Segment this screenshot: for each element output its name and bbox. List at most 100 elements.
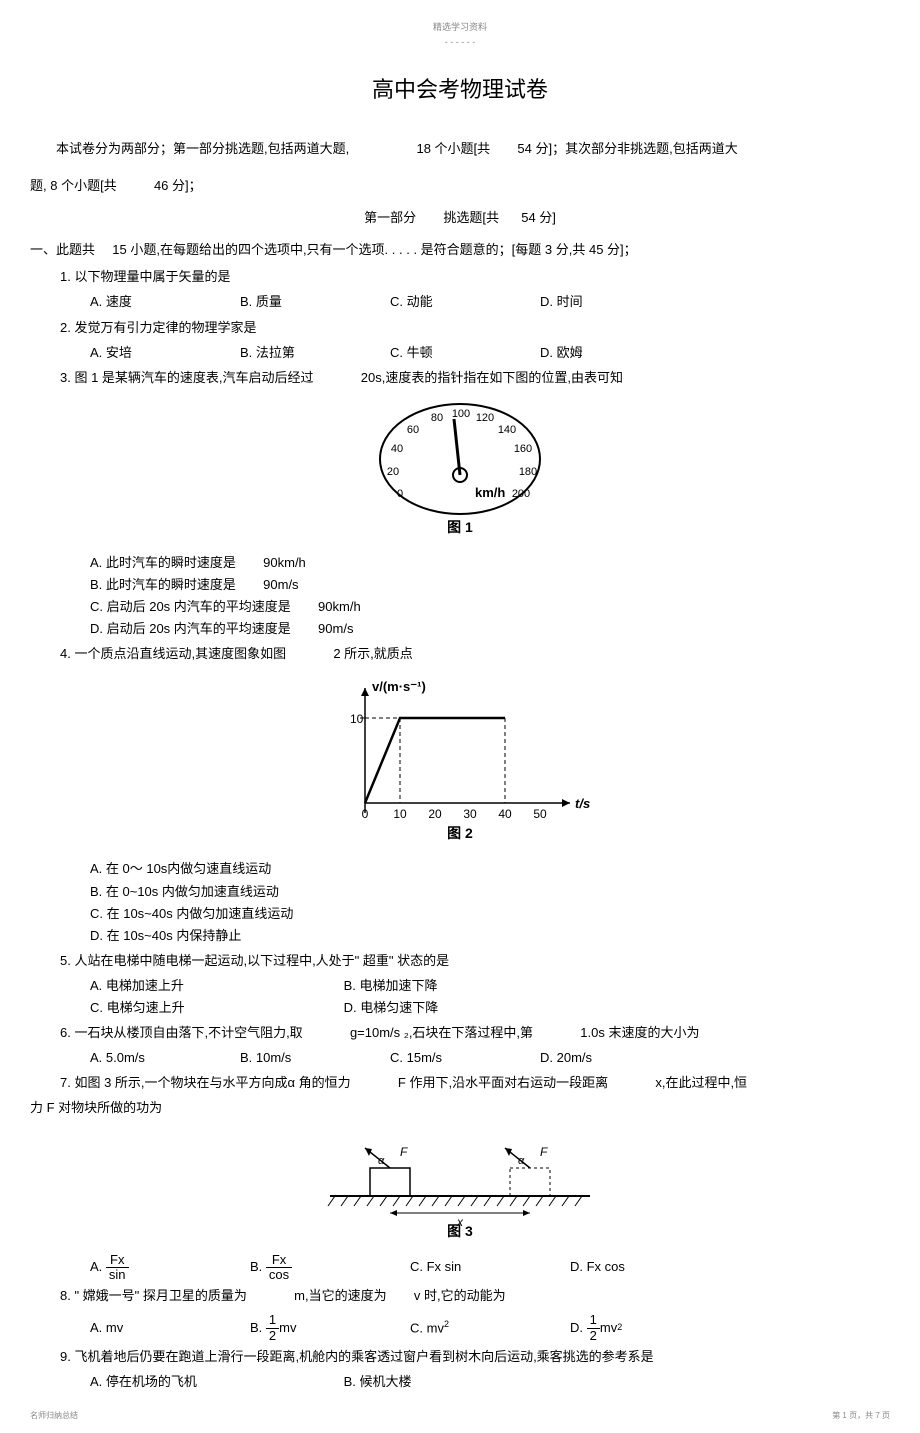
- page-header-small: 精选学习资料 - - - - - -: [30, 20, 890, 51]
- q1-a: A. 速度: [90, 291, 240, 313]
- intro-seg1: 本试卷分为两部分；第一部分挑选题,包括两道大题,: [56, 141, 349, 156]
- q4-a: A. 在 0～ 10s内做匀速直线运动: [90, 858, 890, 880]
- q1-options: A. 速度 B. 质量 C. 动能 D. 时间: [90, 291, 890, 313]
- svg-text:100: 100: [452, 408, 470, 420]
- intro-seg3: 54 分]；其次部分非挑选题,包括两道大: [517, 141, 737, 156]
- q3-a1: A. 此时汽车的瞬时速度是: [90, 555, 236, 570]
- q6-seg1: 6. 一石块从楼顶自由落下,不计空气阻力,取: [60, 1025, 303, 1040]
- fig3-label: 图 3: [447, 1223, 473, 1238]
- q3-d2: 90m/s: [318, 621, 353, 636]
- q1-c: C. 动能: [390, 291, 540, 313]
- intro-seg5: 46 分]；: [154, 178, 202, 193]
- svg-text:120: 120: [476, 412, 494, 424]
- q9-a: A. 停在机场的飞机: [90, 1371, 340, 1393]
- q6-a: A. 5.0m/s: [90, 1047, 240, 1069]
- q8-b-post: mv: [279, 1317, 296, 1339]
- q5-a: A. 电梯加速上升: [90, 975, 340, 997]
- svg-text:10: 10: [350, 712, 364, 726]
- header-text: 精选学习资料: [433, 22, 487, 32]
- q7-b-num: Fx: [266, 1253, 292, 1268]
- q8-d-sup: 2: [617, 1320, 622, 1335]
- q3-c2: 90km/h: [318, 599, 361, 614]
- section1-heading: 一、此题共 15 小题,在每题给出的四个选项中,只有一个选项. . . . . …: [30, 239, 890, 261]
- q3-a2: 90km/h: [263, 555, 306, 570]
- svg-text:0: 0: [362, 807, 369, 821]
- q8-d-num: 1: [587, 1313, 600, 1328]
- q6-b: B. 10m/s: [240, 1047, 390, 1069]
- q7-b: B. Fxcos: [250, 1253, 410, 1283]
- q7-b-label: B.: [250, 1256, 262, 1278]
- q8-b-num: 1: [266, 1313, 279, 1328]
- svg-text:80: 80: [431, 412, 443, 424]
- svg-text:40: 40: [391, 443, 403, 455]
- q2-b: B. 法拉第: [240, 342, 390, 364]
- q7-line2: 力 F 对物块所做的功为: [30, 1097, 890, 1119]
- q5-options-row1: A. 电梯加速上升 B. 电梯加速下降: [90, 975, 890, 997]
- q8-d-den: 2: [587, 1329, 600, 1343]
- svg-text:α: α: [518, 1155, 525, 1167]
- svg-text:160: 160: [514, 443, 532, 455]
- part1-seg1: 第一部分: [364, 210, 416, 225]
- q2-a: A. 安培: [90, 342, 240, 364]
- q8-text: 8. " 嫦娥一号" 探月卫星的质量为 m,当它的速度为 v 时,它的动能为: [60, 1285, 890, 1307]
- sec1-seg2: 15 小题,在每题给出的四个选项中,只有一个选项. . . . . 是符合题意的…: [112, 242, 636, 257]
- q8-b-pre: B.: [250, 1317, 262, 1339]
- fig1-label: 图 1: [447, 519, 473, 535]
- svg-text:F: F: [400, 1145, 408, 1159]
- q7-c: C. Fx sin: [410, 1256, 570, 1278]
- q3-d: D. 启动后 20s 内汽车的平均速度是 90m/s: [90, 618, 890, 640]
- q7-b-den: cos: [266, 1268, 292, 1282]
- svg-text:20: 20: [428, 807, 442, 821]
- q3-a: A. 此时汽车的瞬时速度是 90km/h: [90, 552, 890, 574]
- q1-d: D. 时间: [540, 291, 690, 313]
- q8-d-pre: D.: [570, 1317, 583, 1339]
- q7-seg2: F 作用下,沿水平面对右运动一段距离: [398, 1075, 608, 1090]
- svg-text:km/h: km/h: [475, 485, 505, 500]
- q7-a-den: sin: [106, 1268, 129, 1282]
- part1-header: 第一部分 挑选题[共 54 分]: [30, 207, 890, 229]
- q3-b2: 90m/s: [263, 577, 298, 592]
- q1-b: B. 质量: [240, 291, 390, 313]
- q8-seg3: v 时,它的动能为: [414, 1288, 506, 1303]
- q8-a: A. mv: [90, 1317, 250, 1339]
- q6-c: C. 15m/s: [390, 1047, 540, 1069]
- svg-text:t/s: t/s: [575, 796, 590, 811]
- intro-paragraph: 本试卷分为两部分；第一部分挑选题,包括两道大题, 18 个小题[共 54 分]；…: [30, 138, 890, 160]
- svg-text:10: 10: [393, 807, 407, 821]
- q1-text: 1. 以下物理量中属于矢量的是: [60, 266, 890, 288]
- q3-b: B. 此时汽车的瞬时速度是 90m/s: [90, 574, 890, 596]
- q7-a: A. Fxsin: [90, 1253, 250, 1283]
- q5-c: C. 电梯匀速上升: [90, 997, 340, 1019]
- svg-text:200: 200: [512, 488, 530, 500]
- fig2-label: 图 2: [447, 825, 473, 841]
- q2-text: 2. 发觉万有引力定律的物理学家是: [60, 317, 890, 339]
- intro-seg4: 题, 8 个小题[共: [30, 178, 117, 193]
- sec1-seg1: 一、此题共: [30, 242, 95, 257]
- q9-options: A. 停在机场的飞机 B. 候机大楼: [90, 1371, 890, 1393]
- q3-seg2: 20s,速度表的指针指在如下图的位置,由表可知: [361, 370, 623, 385]
- q8-options: A. mv B. 12 mv C. mv2 D. 12 mv2: [90, 1313, 890, 1343]
- part1-seg3: 54 分]: [521, 210, 556, 225]
- q3-text: 3. 图 1 是某辆汽车的速度表,汽车启动后经过 20s,速度表的指针指在如下图…: [60, 367, 890, 389]
- q6-d: D. 20m/s: [540, 1047, 690, 1069]
- q9-b: B. 候机大楼: [344, 1374, 412, 1389]
- q4-seg2: 2 所示,就质点: [333, 646, 412, 661]
- q8-c-sup: 2: [444, 1319, 449, 1329]
- q2-c: C. 牛顿: [390, 342, 540, 364]
- q8-seg2: m,当它的速度为: [294, 1288, 386, 1303]
- svg-text:140: 140: [498, 424, 516, 436]
- q3-b1: B. 此时汽车的瞬时速度是: [90, 577, 236, 592]
- footer-right: 第 1 页，共 7 页: [832, 1409, 890, 1423]
- figure-2: v/(m·s⁻¹) t/s 10 0 10 20 30 40 50 图 2: [30, 673, 890, 850]
- svg-text:30: 30: [463, 807, 477, 821]
- q8-c: C. mv2: [410, 1317, 570, 1339]
- q3-seg1: 3. 图 1 是某辆汽车的速度表,汽车启动后经过: [60, 370, 314, 385]
- q4-b: B. 在 0~10s 内做匀加速直线运动: [90, 881, 890, 903]
- q8-d-post: mv: [600, 1317, 617, 1339]
- q6-seg2: g=10m/s ₂,石块在下落过程中,第: [350, 1025, 533, 1040]
- q5-b: B. 电梯加速下降: [344, 978, 438, 993]
- svg-text:F: F: [540, 1145, 548, 1159]
- svg-text:180: 180: [519, 466, 537, 478]
- q5-text: 5. 人站在电梯中随电梯一起运动,以下过程中,人处于" 超重" 状态的是: [60, 950, 890, 972]
- q7-options: A. Fxsin B. Fxcos C. Fx sin D. Fx cos: [90, 1253, 890, 1283]
